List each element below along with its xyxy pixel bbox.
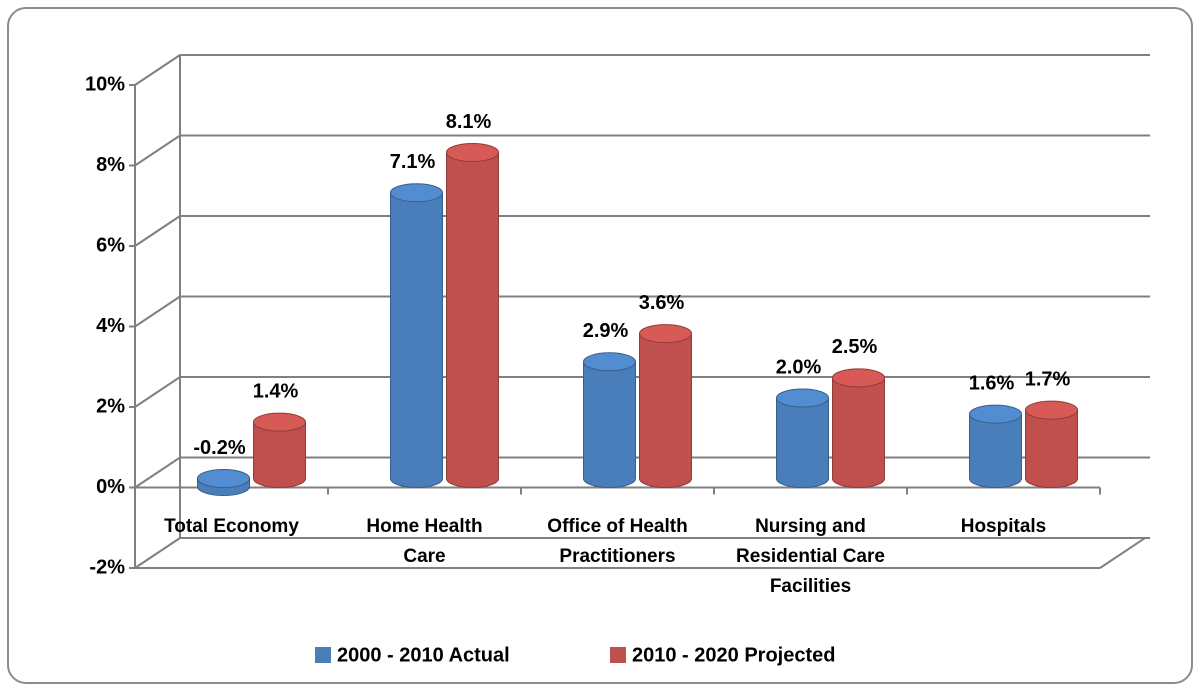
bar: [253, 421, 306, 488]
data-label: 3.6%: [639, 292, 685, 314]
x-tick-label: Nursing and Residential Care Facilities: [736, 516, 885, 597]
bar-top: [776, 388, 829, 408]
data-label: 1.7%: [1025, 368, 1071, 390]
y-tick-label: 10%: [85, 73, 125, 95]
grid-line: [134, 456, 181, 489]
bar: [832, 377, 885, 488]
legend-label: 2000 - 2010 Actual: [337, 644, 510, 666]
legend-swatch: [315, 647, 331, 663]
data-label: 7.1%: [390, 151, 436, 173]
bar-top: [583, 352, 636, 372]
bar-top: [1025, 400, 1078, 420]
bar: [969, 413, 1022, 488]
legend-swatch: [610, 647, 626, 663]
bar: [446, 151, 499, 488]
bar: [639, 333, 692, 488]
data-label: 2.0%: [776, 356, 822, 378]
y-tick-label: 8%: [96, 154, 125, 176]
bar: [776, 397, 829, 488]
y-tick-label: -2%: [89, 556, 125, 578]
floor-edge: [1099, 537, 1146, 569]
bar-top: [639, 324, 692, 344]
x-tick-label: Home Health Care: [366, 516, 483, 567]
x-tick-label: Total Economy: [164, 516, 299, 537]
data-label: 1.4%: [253, 380, 299, 402]
bar: [390, 192, 443, 488]
y-tick-label: 6%: [96, 234, 125, 256]
y-tick-label: 2%: [96, 395, 125, 417]
grid-line: [134, 376, 181, 408]
x-tick-label: Office of Health Practitioners: [547, 516, 688, 567]
x-tick-label: Hospitals: [960, 516, 1047, 537]
bar-top: [390, 183, 443, 203]
bar: [1025, 409, 1078, 488]
data-label: -0.2%: [193, 437, 245, 459]
data-label: 2.5%: [832, 336, 878, 358]
grid-line: [134, 54, 181, 86]
bar-top: [832, 368, 885, 388]
y-tick-label: 4%: [96, 315, 125, 337]
bar-top: [446, 142, 499, 162]
grid-line: [134, 215, 181, 247]
data-label: 8.1%: [446, 111, 492, 133]
legend-label: 2010 - 2020 Projected: [632, 644, 835, 666]
grid-line: [134, 134, 181, 167]
bar: [583, 361, 636, 488]
data-label: 2.9%: [583, 320, 629, 342]
grid-line: [134, 537, 181, 569]
bar-top: [253, 412, 306, 432]
chart-border: [7, 7, 1193, 684]
bar-top: [969, 404, 1022, 424]
grid-line: [134, 295, 181, 328]
data-label: 1.6%: [969, 372, 1015, 394]
y-tick-label: 0%: [96, 476, 125, 498]
bar-top: [197, 469, 250, 488]
